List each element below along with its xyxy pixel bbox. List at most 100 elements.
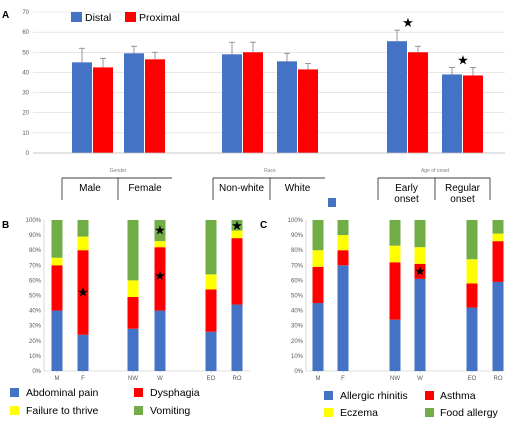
stacked-bar-segment-c (414, 220, 426, 248)
bar-a (442, 74, 462, 153)
category-label-a: Non-white (219, 183, 264, 194)
y-tick-label-b: 0% (32, 369, 41, 375)
significance-star-c: ★ (414, 264, 426, 279)
legend-a-label-distal: Distal (85, 12, 111, 24)
bar-a (124, 53, 144, 153)
y-tick-label-b: 90% (29, 233, 42, 239)
legend-b-swatch-3 (134, 406, 143, 415)
legend-a-label-proximal: Proximal (139, 12, 180, 24)
x-tick-label-c: W (417, 376, 423, 382)
y-tick-label-a: 30 (22, 91, 29, 97)
significance-star-a: ★ (457, 53, 469, 68)
x-tick-label-c: NW (390, 376, 400, 382)
y-tick-label-a: 60 (22, 30, 29, 36)
stacked-bar-segment-c (389, 220, 401, 246)
stacked-bar-segment-b (51, 310, 63, 371)
panel-label-b: B (2, 220, 9, 231)
y-tick-label-c: 50% (291, 294, 304, 300)
legend-b-label-2: Failure to thrive (26, 405, 99, 417)
stacked-bar-segment-c (337, 220, 349, 236)
stacked-bar-segment-c (312, 250, 324, 267)
category-label-a: Female (128, 183, 162, 194)
group-label-a: Race (264, 168, 276, 174)
stacked-bar-segment-b (77, 220, 89, 237)
category-label-line: Male (79, 183, 101, 194)
y-tick-label-c: 90% (291, 233, 304, 239)
category-label-a: Early onset (394, 183, 419, 205)
y-tick-label-c: 80% (291, 248, 304, 254)
x-tick-label-b: EO (207, 376, 216, 382)
stacked-bar-segment-c (492, 233, 504, 242)
stacked-bar-segment-b (51, 257, 63, 266)
stacked-bar-segment-b (154, 241, 166, 248)
y-tick-label-a: 50 (22, 50, 29, 56)
legend-b-swatch-0 (10, 388, 19, 397)
stacked-bar-segment-c (492, 241, 504, 282)
legend-b-label-3: Vomiting (150, 405, 190, 417)
x-tick-label-b: F (81, 376, 85, 382)
legend-c-swatch-0 (324, 391, 333, 400)
stacked-bar-segment-c (312, 266, 324, 304)
category-label-line: Regular (445, 183, 481, 194)
bar-a (243, 52, 263, 153)
legend-c-label-0: Allergic rhinitis (340, 390, 408, 402)
stacked-bar-segment-c (389, 245, 401, 263)
stacked-bar-segment-c (337, 235, 349, 251)
x-tick-label-b: RO (233, 376, 242, 382)
group-label-a: Gender (110, 168, 127, 174)
significance-star-b: ★ (154, 224, 166, 239)
significance-star-a: ★ (402, 16, 414, 31)
legend-c-swatch-2 (324, 408, 333, 417)
y-tick-label-c: 40% (291, 309, 304, 315)
legend-a: Distal Proximal (71, 12, 180, 24)
legend-b-swatch-1 (134, 388, 143, 397)
y-tick-label-a: 0 (26, 151, 30, 157)
legend-a-swatch-distal (71, 12, 82, 22)
stacked-bar-segment-c (389, 262, 401, 320)
y-tick-label-b: 100% (26, 218, 42, 224)
category-label-line: Non-white (219, 183, 264, 194)
y-tick-label-c: 100% (288, 218, 304, 224)
stacked-bar-segment-c (414, 247, 426, 264)
stacked-bar-segment-b (51, 220, 63, 258)
significance-star-b: ★ (77, 285, 89, 300)
chart-b: 0% 10% 20% 30% 40% 50% 60% 70% 80% 90% 100% M F NW W EO… (26, 218, 250, 382)
y-tick-label-b: 70% (29, 263, 42, 269)
stacked-bar-segment-b (127, 280, 139, 298)
stacked-bar-segment-b (231, 238, 243, 305)
significance-star-b: ★ (154, 269, 166, 284)
x-tick-label-b: W (157, 376, 163, 382)
y-tick-label-c: 10% (291, 354, 304, 360)
x-tick-label-b: M (55, 376, 60, 382)
stacked-bar-segment-c (414, 278, 426, 371)
y-tick-label-b: 30% (29, 324, 42, 330)
stacked-bar-segment-b (154, 247, 166, 311)
stacked-bar-segment-c (337, 265, 349, 371)
legend-c-label-3: Food allergy (440, 407, 499, 419)
stacked-bar-segment-c (466, 220, 478, 260)
stacked-bar-segment-b (205, 274, 217, 290)
category-label-line: Female (128, 183, 162, 194)
stacked-bar-segment-b (127, 220, 139, 281)
stacked-bar-segment-c (466, 283, 478, 308)
category-label-a: White (285, 183, 311, 194)
y-tick-label-b: 40% (29, 309, 42, 315)
y-tick-label-b: 20% (29, 339, 42, 345)
category-label-line: onset (450, 194, 475, 205)
x-tick-label-c: RO (494, 376, 503, 382)
y-tick-label-c: 20% (291, 339, 304, 345)
stacked-bar-segment-c (466, 307, 478, 371)
significance-star-b: ★ (231, 219, 243, 234)
chart-c: 0% 10% 20% 30% 40% 50% 60% 70% 80% 90% 100% M F NW W EO… (288, 218, 505, 382)
y-tick-label-a: 70 (22, 10, 29, 16)
legend-c-label-1: Asthma (440, 390, 476, 402)
panel-label-a: A (2, 10, 9, 21)
y-tick-label-a: 20 (22, 111, 29, 117)
stacked-bar-segment-b (231, 304, 243, 371)
stacked-bar-segment-b (127, 297, 139, 329)
legend-a-swatch-proximal (125, 12, 136, 22)
category-label-line: White (285, 183, 311, 194)
stacked-bar-segment-c (389, 319, 401, 371)
group-label-a: Age of onset (421, 168, 450, 174)
